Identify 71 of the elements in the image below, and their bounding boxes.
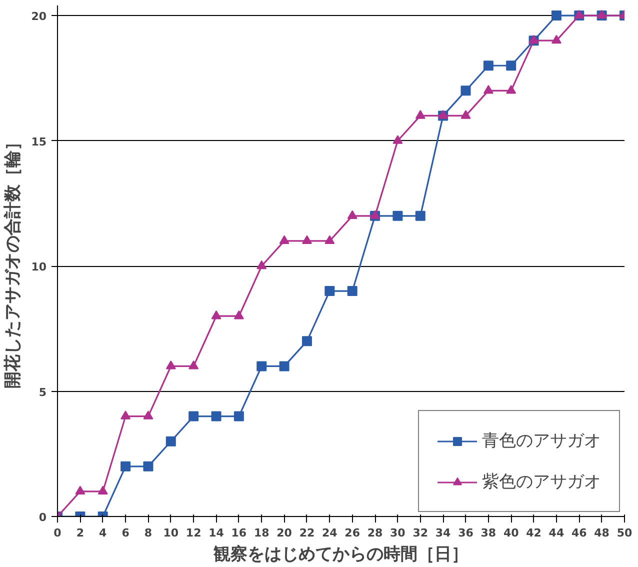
point <box>483 60 494 71</box>
point <box>551 10 562 21</box>
point <box>75 486 86 495</box>
x-tick-label: 6 <box>122 526 130 540</box>
point <box>506 60 516 71</box>
point <box>166 436 176 446</box>
point <box>392 210 403 221</box>
x-tick-label: 46 <box>571 526 588 540</box>
x-tick-label: 12 <box>186 526 202 540</box>
point <box>460 110 471 119</box>
point <box>120 410 131 420</box>
point <box>234 310 244 320</box>
point <box>302 235 312 244</box>
y-tick-label: 15 <box>31 135 47 148</box>
x-tick-label: 26 <box>344 526 360 540</box>
point <box>324 286 335 296</box>
x-tick-label: 48 <box>594 526 610 540</box>
point <box>211 310 222 320</box>
point <box>279 361 290 372</box>
point <box>256 260 267 270</box>
y-tick-label: 20 <box>31 10 47 24</box>
x-tick-label: 16 <box>231 526 247 540</box>
point <box>188 411 199 422</box>
x-tick-label: 18 <box>254 526 270 540</box>
x-tick-label: 2 <box>76 526 84 540</box>
point <box>347 286 358 296</box>
point <box>392 135 403 144</box>
x-tick-label: 0 <box>54 526 62 540</box>
y-tick-label: 5 <box>38 386 46 399</box>
x-tick-label: 32 <box>412 526 428 540</box>
y-axis-title: 開花したアサガオの合計数［輪］ <box>3 134 24 388</box>
y-tick-label: 0 <box>38 511 47 524</box>
x-tick-label: 14 <box>208 526 224 540</box>
point <box>415 210 426 221</box>
x-tick-label: 34 <box>435 526 452 540</box>
point <box>98 486 108 495</box>
x-tick-label: 4 <box>99 526 108 540</box>
point <box>483 84 494 94</box>
x-tick-label: 8 <box>144 526 152 540</box>
x-tick-label: 40 <box>503 526 520 540</box>
point <box>347 210 358 220</box>
point <box>211 411 222 422</box>
x-tick-label: 28 <box>367 526 383 540</box>
point <box>551 34 562 44</box>
point <box>324 235 335 244</box>
x-tick-label: 22 <box>299 526 315 540</box>
x-tick-label: 30 <box>390 526 406 540</box>
x-tick-label: 36 <box>458 526 474 540</box>
x-tick-label: 38 <box>480 526 496 540</box>
point <box>302 336 312 346</box>
x-tick-label: 44 <box>548 526 564 540</box>
x-tick-label: 24 <box>322 526 338 540</box>
point <box>143 410 154 420</box>
point <box>256 361 267 372</box>
point <box>143 461 154 472</box>
x-tick-label: 42 <box>526 526 542 540</box>
point <box>506 84 516 94</box>
point <box>415 110 426 119</box>
point <box>188 360 199 370</box>
point <box>166 360 176 370</box>
x-tick-label: 20 <box>276 526 292 540</box>
point <box>234 411 244 422</box>
point <box>120 461 131 472</box>
point <box>460 86 471 96</box>
point <box>279 235 290 244</box>
x-tick-label: 50 <box>616 526 632 540</box>
x-axis-title: 観察をはじめてからの時間［日］ <box>212 544 468 564</box>
x-tick-label: 10 <box>163 526 179 540</box>
legend-label: 青色のアサガオ <box>482 430 601 452</box>
y-tick-label: 10 <box>31 260 47 274</box>
legend-label: 紫色のアサガオ <box>482 471 601 493</box>
